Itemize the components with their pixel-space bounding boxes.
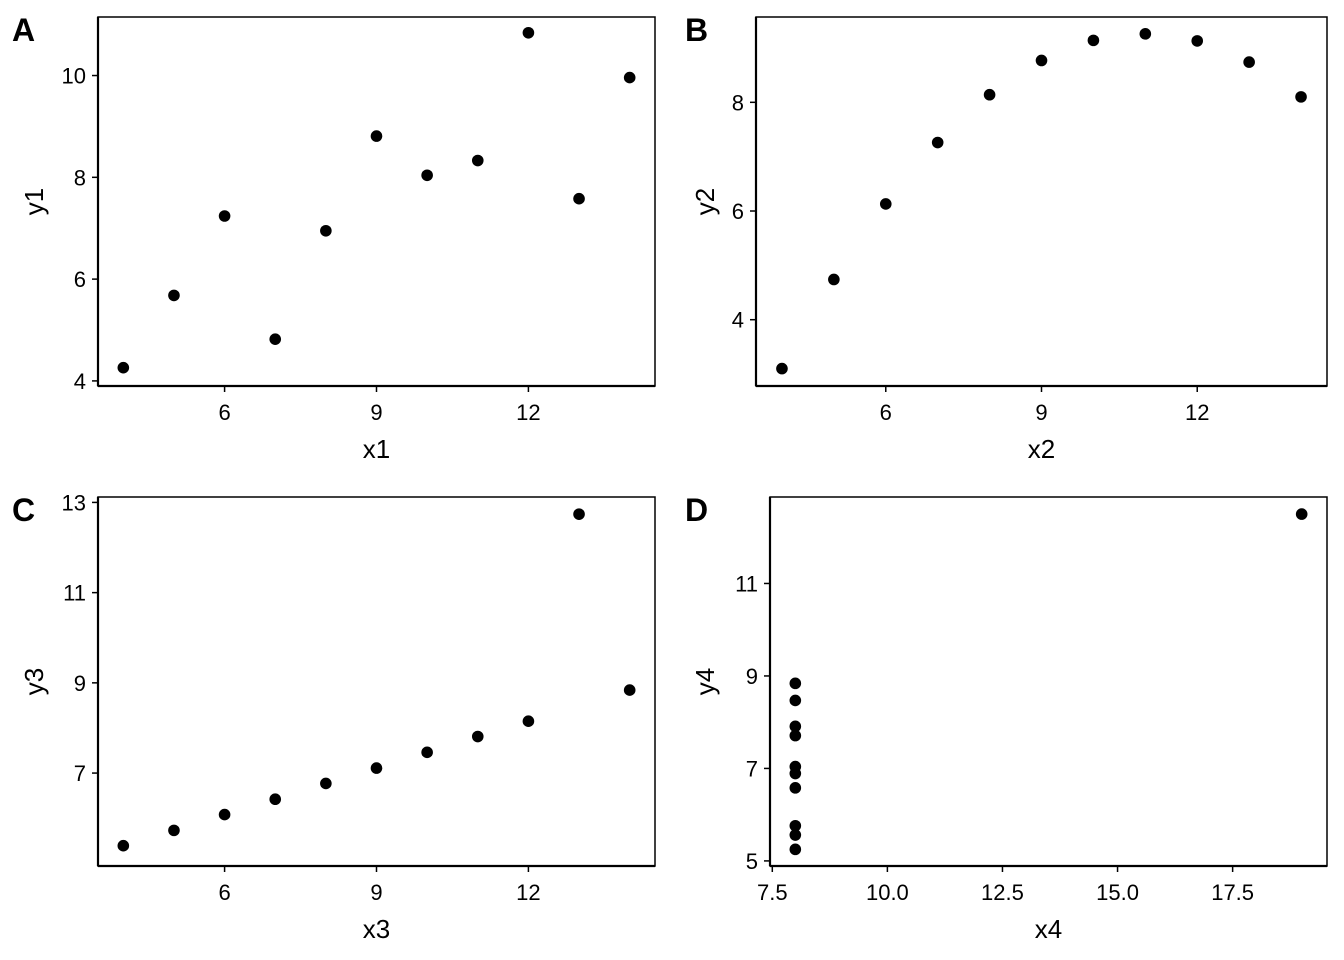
panel-tag: D	[685, 492, 708, 528]
y-tick-label: 10	[62, 64, 86, 89]
data-point	[789, 843, 802, 856]
x-tick-label: 6	[218, 880, 230, 905]
data-point	[879, 198, 892, 210]
y-tick-label: 9	[74, 671, 86, 696]
y-tick-label: 9	[746, 664, 758, 689]
data-point	[471, 154, 484, 167]
data-point	[218, 808, 231, 821]
x-tick-label: 7.5	[757, 880, 788, 905]
data-point	[1035, 54, 1048, 67]
x-tick-label: 15.0	[1096, 880, 1139, 905]
x-axis-title: x4	[1035, 914, 1062, 944]
data-point	[623, 684, 636, 696]
x-axis-title: x3	[363, 914, 390, 944]
data-point	[789, 729, 802, 742]
panel-tag: A	[12, 12, 35, 48]
y-tick-label: 7	[746, 756, 758, 781]
panel-tag: C	[12, 492, 35, 528]
data-point	[789, 829, 802, 841]
x-tick-label: 6	[218, 400, 230, 425]
y-tick-label: 7	[74, 761, 86, 786]
x-tick-label: 6	[880, 400, 892, 425]
data-point	[320, 224, 332, 237]
data-point	[522, 26, 535, 39]
data-point	[776, 362, 788, 375]
x-tick-label: 10.0	[866, 880, 909, 905]
y-tick-label: 8	[74, 165, 86, 190]
y-tick-label: 6	[732, 199, 744, 224]
y-tick-label: 11	[63, 581, 86, 606]
y-axis-title: y4	[690, 668, 720, 695]
y-tick-label: 4	[732, 308, 744, 333]
data-point	[522, 715, 535, 727]
data-point	[573, 192, 585, 205]
y-tick-label: 8	[732, 90, 744, 115]
data-point	[320, 777, 332, 790]
x-tick-label: 12	[516, 880, 540, 905]
y-tick-label: 4	[74, 369, 86, 394]
y-tick-label: 5	[746, 849, 758, 874]
data-point	[1243, 56, 1255, 68]
data-point	[573, 508, 585, 520]
data-point	[1191, 35, 1204, 47]
y-tick-label: 6	[74, 267, 86, 292]
data-point	[931, 136, 944, 149]
data-point	[1295, 91, 1307, 103]
data-point	[168, 289, 180, 302]
data-point	[789, 767, 802, 780]
scatter-panel-a: 6 9 12 4 6 8 10 x1 y1 A	[12, 12, 656, 464]
y-axis-title: y2	[690, 188, 720, 215]
scatter-panel-c: 6 9 12 7 9 11 13 x3 y3 C	[12, 490, 656, 944]
data-point	[1139, 28, 1152, 40]
data-point	[789, 677, 802, 690]
data-point	[983, 88, 996, 101]
y-axis-title: y1	[19, 188, 49, 215]
data-point	[421, 746, 433, 759]
scatter-panel-d: 7.5 10.0 12.5 15.0 17.5 5 7 9 11 x4 y4 D	[685, 492, 1328, 944]
x-axis-title: x2	[1028, 434, 1055, 464]
x-tick-label: 12	[516, 400, 540, 425]
data-point	[789, 819, 802, 832]
data-point	[1087, 34, 1100, 47]
data-point	[269, 793, 282, 806]
plot-frame	[97, 16, 656, 387]
x-tick-label: 12	[1185, 400, 1209, 425]
x-tick-label: 9	[370, 880, 382, 905]
data-point	[789, 720, 802, 733]
data-point	[370, 762, 383, 774]
panel-tag: B	[685, 12, 708, 48]
data-point	[789, 782, 802, 794]
scatter-panel-b: 6 9 12 4 6 8 x2 y2 B	[685, 12, 1328, 464]
data-point	[269, 333, 282, 345]
data-point	[421, 169, 433, 182]
plot-frame	[755, 16, 1328, 387]
y-tick-label: 13	[62, 490, 86, 515]
data-point	[789, 694, 802, 707]
x-axis-title: x1	[363, 434, 390, 464]
x-tick-label: 9	[1035, 400, 1047, 425]
data-point	[623, 71, 636, 84]
data-point	[168, 824, 180, 837]
x-tick-label: 17.5	[1211, 880, 1254, 905]
x-tick-label: 12.5	[981, 880, 1024, 905]
data-point	[828, 273, 840, 286]
y-axis-title: y3	[19, 668, 49, 695]
plot-frame	[769, 496, 1328, 867]
data-point	[117, 361, 130, 374]
data-point	[1295, 508, 1308, 520]
data-point	[370, 130, 383, 142]
x-tick-label: 9	[370, 400, 382, 425]
data-point	[218, 210, 231, 222]
plot-frame	[97, 496, 656, 867]
data-point	[471, 730, 484, 743]
y-tick-label: 11	[735, 571, 758, 596]
data-point	[117, 839, 130, 852]
